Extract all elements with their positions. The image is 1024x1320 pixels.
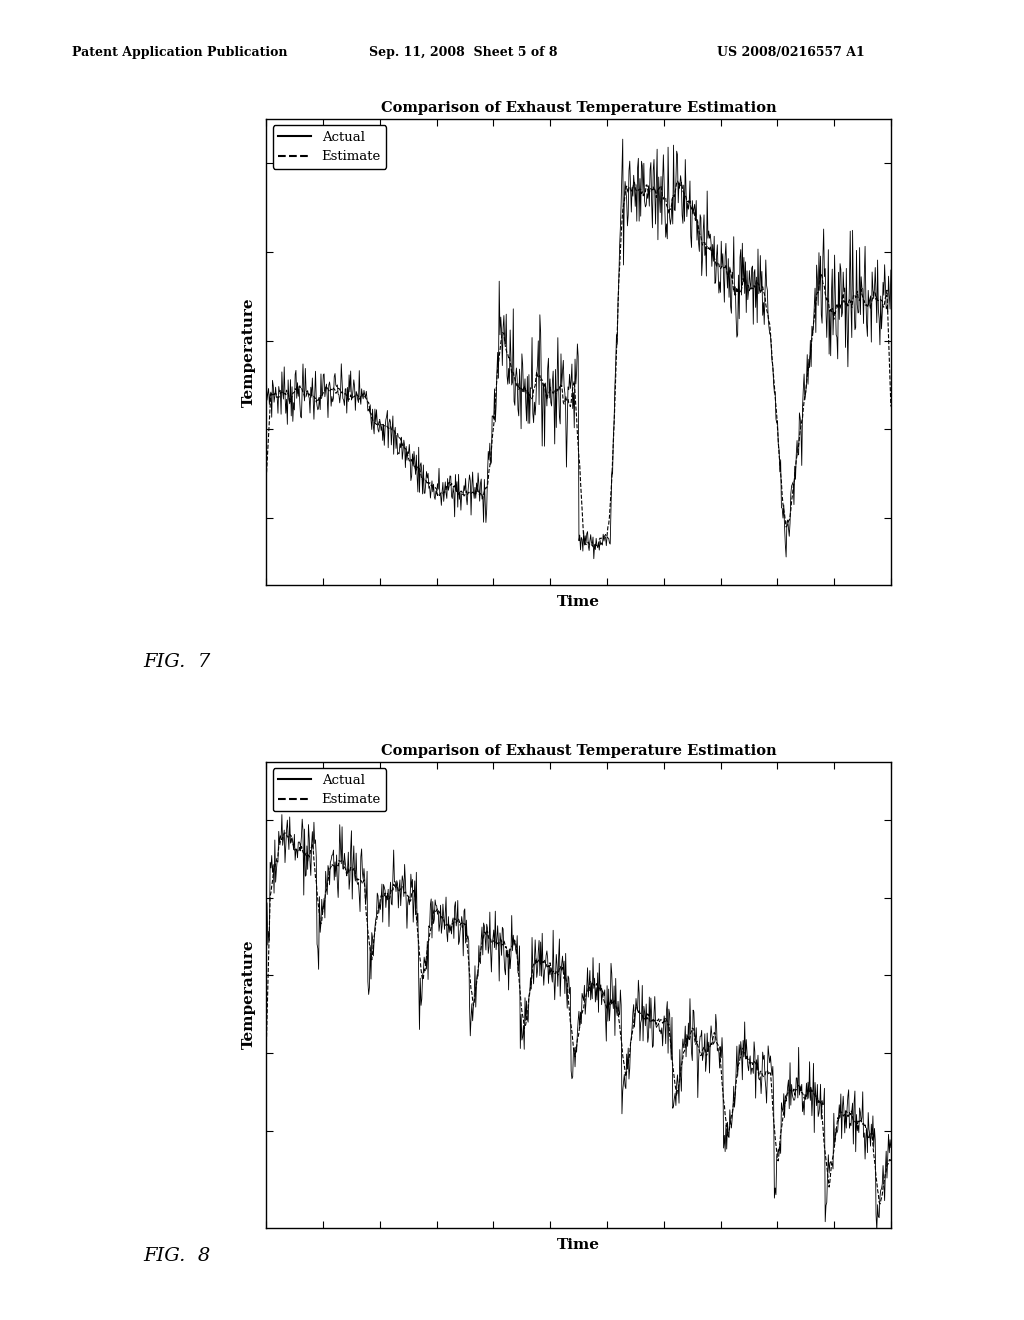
Title: Comparison of Exhaust Temperature Estimation: Comparison of Exhaust Temperature Estima… <box>381 100 776 115</box>
X-axis label: Time: Time <box>557 595 600 609</box>
Text: Sep. 11, 2008  Sheet 5 of 8: Sep. 11, 2008 Sheet 5 of 8 <box>369 46 557 59</box>
Text: FIG.  7: FIG. 7 <box>143 653 211 672</box>
Text: FIG.  8: FIG. 8 <box>143 1247 211 1266</box>
Y-axis label: Temperature: Temperature <box>242 940 256 1049</box>
Text: Patent Application Publication: Patent Application Publication <box>72 46 287 59</box>
Title: Comparison of Exhaust Temperature Estimation: Comparison of Exhaust Temperature Estima… <box>381 743 776 758</box>
Y-axis label: Temperature: Temperature <box>242 297 256 407</box>
Text: US 2008/0216557 A1: US 2008/0216557 A1 <box>717 46 864 59</box>
Legend: Actual, Estimate: Actual, Estimate <box>272 768 386 812</box>
X-axis label: Time: Time <box>557 1238 600 1251</box>
Legend: Actual, Estimate: Actual, Estimate <box>272 125 386 169</box>
